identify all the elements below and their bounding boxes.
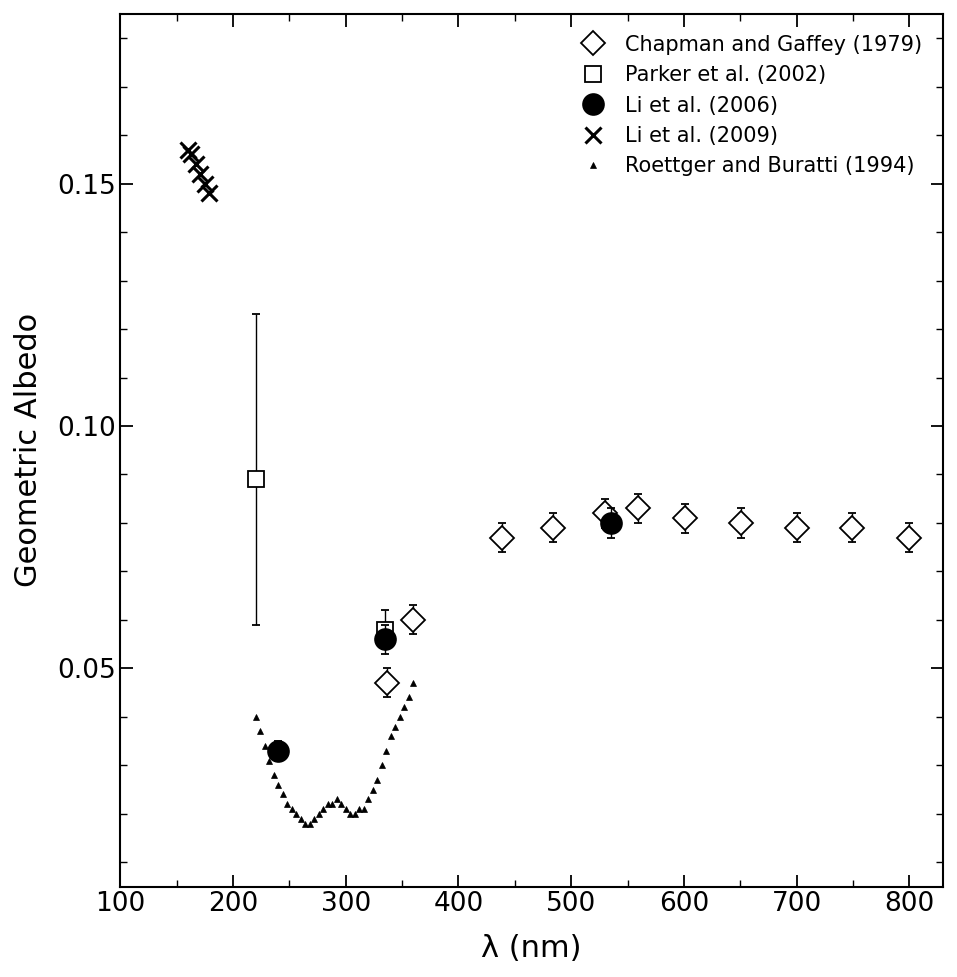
Roettger and Buratti (1994): [250, 711, 261, 723]
Roettger and Buratti (1994): [322, 798, 333, 810]
Roettger and Buratti (1994): [371, 774, 383, 786]
Roettger and Buratti (1994): [291, 808, 302, 820]
Roettger and Buratti (1994): [376, 759, 388, 771]
Roettger and Buratti (1994): [308, 813, 320, 825]
Li et al. (2009): [190, 158, 202, 170]
Roettger and Buratti (1994): [367, 784, 379, 795]
X-axis label: λ (nm): λ (nm): [481, 934, 582, 963]
Roettger and Buratti (1994): [399, 701, 411, 713]
Roettger and Buratti (1994): [381, 745, 392, 757]
Line: Roettger and Buratti (1994): Roettger and Buratti (1994): [252, 679, 417, 827]
Li et al. (2009): [182, 144, 193, 155]
Roettger and Buratti (1994): [295, 813, 306, 825]
Roettger and Buratti (1994): [286, 803, 298, 815]
Li et al. (2009): [186, 149, 197, 160]
Roettger and Buratti (1994): [403, 692, 414, 703]
Legend: Chapman and Gaffey (1979), Parker et al. (2002), Li et al. (2006), Li et al. (20: Chapman and Gaffey (1979), Parker et al.…: [567, 24, 933, 187]
Roettger and Buratti (1994): [313, 808, 324, 820]
Roettger and Buratti (1994): [318, 803, 329, 815]
Roettger and Buratti (1994): [363, 793, 374, 805]
Line: Li et al. (2009): Li et al. (2009): [180, 142, 217, 201]
Roettger and Buratti (1994): [385, 731, 396, 743]
Roettger and Buratti (1994): [345, 808, 356, 820]
Roettger and Buratti (1994): [277, 788, 288, 800]
Roettger and Buratti (1994): [358, 803, 369, 815]
Roettger and Buratti (1994): [326, 798, 338, 810]
Roettger and Buratti (1994): [336, 798, 347, 810]
Roettger and Buratti (1994): [389, 721, 401, 733]
Roettger and Buratti (1994): [268, 769, 279, 781]
Roettger and Buratti (1994): [281, 798, 293, 810]
Roettger and Buratti (1994): [304, 818, 316, 829]
Roettger and Buratti (1994): [408, 677, 419, 689]
Y-axis label: Geometric Albedo: Geometric Albedo: [14, 314, 43, 587]
Roettger and Buratti (1994): [331, 793, 343, 805]
Roettger and Buratti (1994): [259, 741, 271, 752]
Roettger and Buratti (1994): [349, 808, 361, 820]
Roettger and Buratti (1994): [340, 803, 351, 815]
Li et al. (2009): [204, 188, 215, 199]
Roettger and Buratti (1994): [273, 779, 284, 790]
Roettger and Buratti (1994): [263, 754, 275, 766]
Li et al. (2009): [194, 168, 206, 180]
Roettger and Buratti (1994): [300, 818, 311, 829]
Roettger and Buratti (1994): [394, 711, 406, 723]
Roettger and Buratti (1994): [255, 726, 266, 738]
Roettger and Buratti (1994): [353, 803, 365, 815]
Li et al. (2009): [199, 178, 211, 190]
